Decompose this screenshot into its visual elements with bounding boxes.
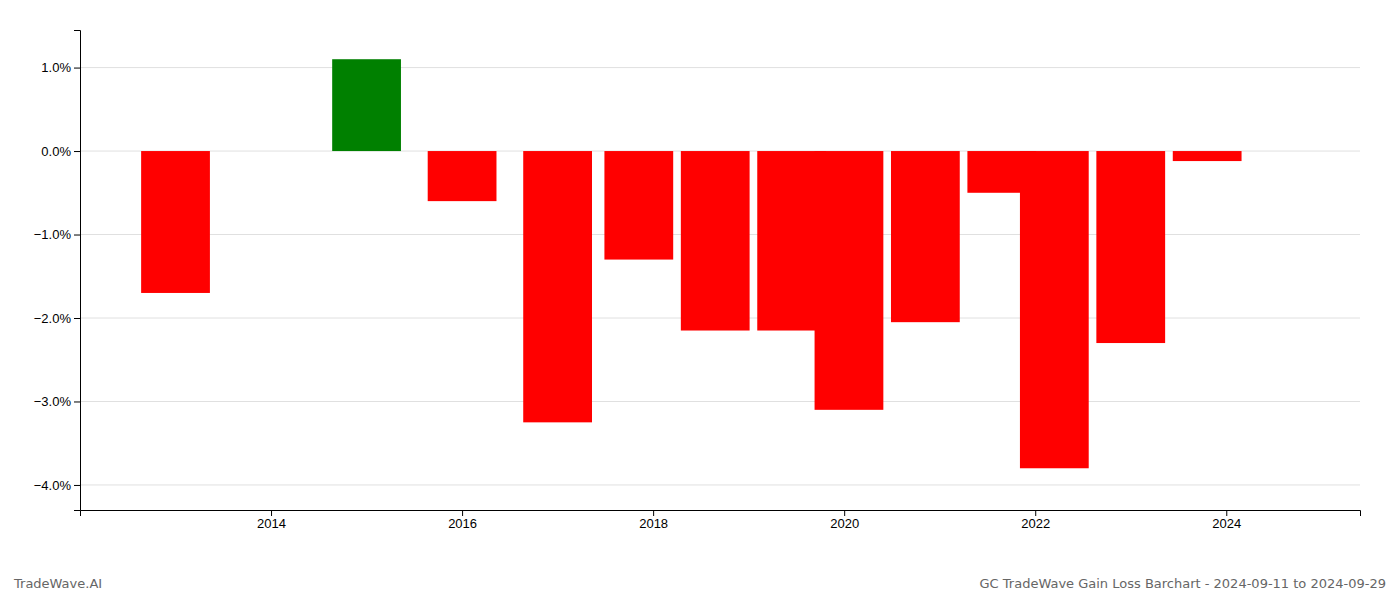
bar bbox=[1173, 151, 1242, 161]
x-tick: 2018 bbox=[639, 510, 668, 531]
grid-line bbox=[80, 401, 1360, 402]
bar bbox=[604, 151, 673, 260]
bar bbox=[891, 151, 960, 322]
bars bbox=[141, 59, 1241, 468]
x-tick-mark bbox=[271, 510, 272, 516]
bar bbox=[428, 151, 497, 201]
y-axis-line bbox=[74, 31, 81, 511]
y-tick-mark bbox=[74, 318, 80, 319]
x-tick: 2024 bbox=[1212, 510, 1241, 531]
bar bbox=[1020, 151, 1089, 468]
x-tick-mark bbox=[1035, 510, 1036, 516]
y-tick-mark bbox=[74, 485, 80, 486]
grid-line bbox=[80, 67, 1360, 68]
y-tick-label: −4.0% bbox=[34, 478, 72, 493]
bar bbox=[1096, 151, 1165, 343]
watermark: TradeWave.AI bbox=[13, 576, 102, 591]
bar bbox=[523, 151, 592, 422]
y-tick: 0.0% bbox=[41, 144, 80, 159]
y-tick: 1.0% bbox=[41, 60, 80, 75]
x-tick: 2020 bbox=[830, 510, 859, 531]
y-tick-mark bbox=[74, 68, 80, 69]
x-tick-label: 2020 bbox=[830, 516, 859, 531]
x-tick-label: 2016 bbox=[448, 516, 477, 531]
x-tick-label: 2018 bbox=[639, 516, 668, 531]
x-tick-mark bbox=[1226, 510, 1227, 516]
x-tick-mark bbox=[844, 510, 845, 516]
x-tick-label: 2024 bbox=[1212, 516, 1241, 531]
bar bbox=[681, 151, 750, 330]
x-axis-line bbox=[81, 511, 1361, 517]
x-tick-label: 2014 bbox=[257, 516, 286, 531]
y-tick-label: −3.0% bbox=[34, 394, 72, 409]
plot-area: −4.0% −3.0% −2.0% −1.0% 0.0% 1.0% 2014 2016 2018… bbox=[34, 31, 1361, 532]
y-tick: −4.0% bbox=[34, 478, 80, 493]
x-tick-mark bbox=[653, 510, 654, 516]
y-tick: −2.0% bbox=[34, 311, 80, 326]
y-tick: −3.0% bbox=[34, 394, 80, 409]
x-tick-mark bbox=[462, 510, 463, 516]
y-tick-label: 0.0% bbox=[41, 144, 71, 159]
y-tick: −1.0% bbox=[34, 227, 80, 242]
y-tick-label: 1.0% bbox=[41, 60, 71, 75]
x-tick: 2022 bbox=[1021, 510, 1050, 531]
y-tick-mark bbox=[74, 401, 80, 402]
bar bbox=[815, 151, 884, 410]
x-tick-label: 2022 bbox=[1021, 516, 1050, 531]
x-tick: 2016 bbox=[448, 510, 477, 531]
chart: −4.0% −3.0% −2.0% −1.0% 0.0% 1.0% 2014 2016 2018… bbox=[0, 0, 1400, 600]
bar bbox=[141, 151, 210, 293]
bar bbox=[332, 59, 401, 151]
grid bbox=[80, 68, 1360, 485]
x-axis: 2014 2016 2018 2020 2022 2024 bbox=[81, 510, 1361, 531]
title: GC TradeWave Gain Loss Barchart - 2024-0… bbox=[980, 576, 1386, 591]
grid-line bbox=[80, 484, 1360, 485]
y-tick-label: −1.0% bbox=[34, 227, 72, 242]
y-tick-mark bbox=[74, 151, 80, 152]
y-axis: −4.0% −3.0% −2.0% −1.0% 0.0% 1.0% bbox=[34, 31, 81, 511]
y-tick-mark bbox=[74, 235, 80, 236]
x-tick: 2014 bbox=[257, 510, 286, 531]
y-tick-label: −2.0% bbox=[34, 311, 72, 326]
